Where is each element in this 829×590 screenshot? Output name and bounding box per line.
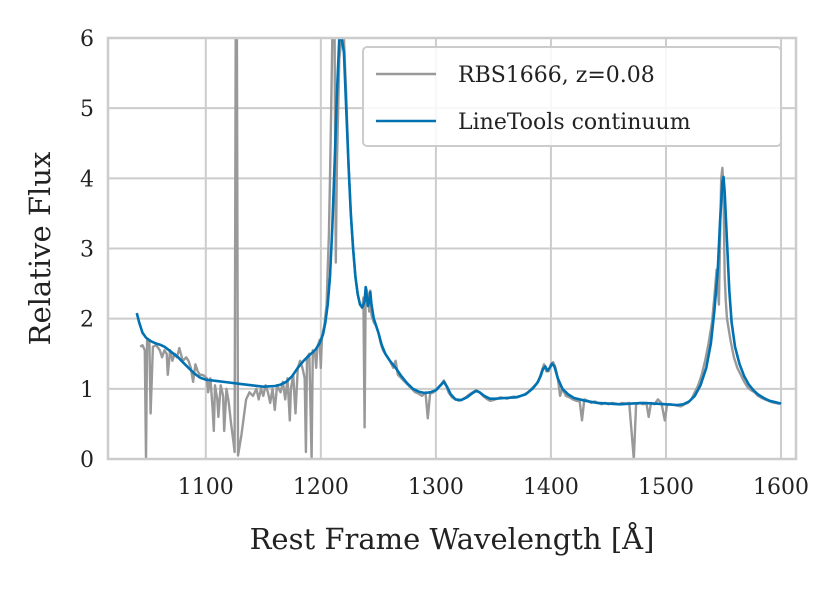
y-tick-label: 3: [80, 238, 94, 263]
y-tick-label: 1: [80, 378, 94, 403]
series-line-continuum: [135, 38, 782, 407]
y-tick-label: 5: [80, 97, 94, 122]
x-tick-label: 1200: [293, 475, 349, 500]
legend-label-continuum: LineTools continuum: [458, 110, 691, 135]
y-axis-title: Relative Flux: [23, 152, 57, 346]
x-tick-label: 1300: [408, 475, 464, 500]
x-tick-label: 1400: [523, 475, 579, 500]
x-tick-label: 1600: [753, 475, 809, 500]
legend: RBS1666, z=0.08 LineTools continuum: [362, 46, 782, 147]
plot-frame: [106, 36, 798, 461]
y-tick-label: 0: [80, 448, 94, 473]
x-axis-ticks: 1100 1200 1300 1400 1500 1600: [178, 475, 809, 500]
y-tick-label: 4: [80, 167, 94, 192]
legend-box: [362, 46, 782, 147]
y-tick-label: 6: [80, 27, 94, 52]
x-tick-label: 1500: [638, 475, 694, 500]
plot-area: [135, 38, 782, 459]
y-tick-label: 2: [80, 308, 94, 333]
x-tick-label: 1100: [178, 475, 234, 500]
legend-label-spectrum: RBS1666, z=0.08: [458, 63, 655, 88]
x-axis-title: Rest Frame Wavelength [Å]: [250, 521, 655, 556]
y-axis-ticks: 0 1 2 3 4 5 6: [80, 27, 94, 473]
